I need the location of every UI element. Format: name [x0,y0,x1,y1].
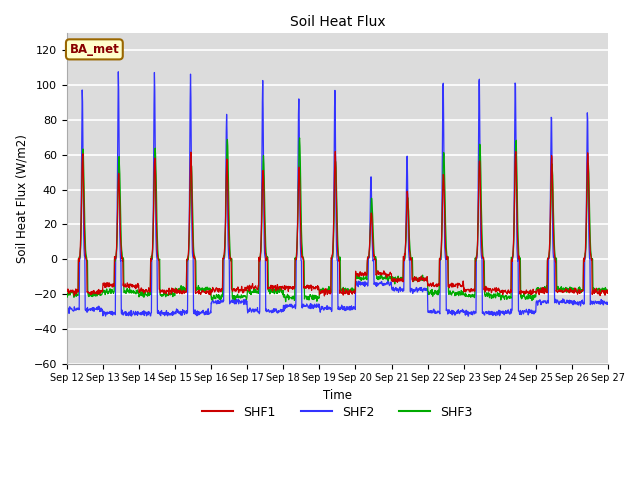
Text: BA_met: BA_met [70,43,119,56]
Legend: SHF1, SHF2, SHF3: SHF1, SHF2, SHF3 [197,401,478,424]
X-axis label: Time: Time [323,389,352,402]
Title: Soil Heat Flux: Soil Heat Flux [289,15,385,29]
Y-axis label: Soil Heat Flux (W/m2): Soil Heat Flux (W/m2) [15,134,28,263]
